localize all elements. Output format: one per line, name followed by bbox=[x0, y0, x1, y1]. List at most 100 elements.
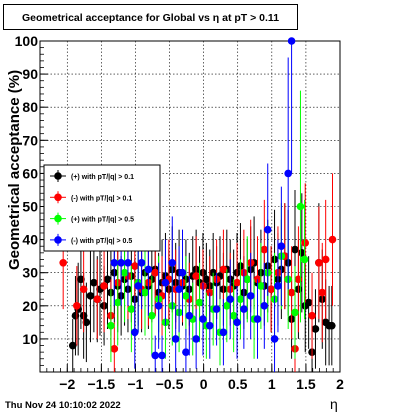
data-point bbox=[93, 295, 102, 303]
data-point bbox=[59, 258, 67, 267]
data-point bbox=[107, 321, 115, 330]
legend-label: (+) with pT/|q| > 0.1 bbox=[71, 174, 134, 181]
legend-label: (-) with pT/|q| > 0.1 bbox=[71, 195, 132, 202]
x-tick-label: −1 bbox=[127, 376, 143, 392]
data-point bbox=[233, 278, 241, 287]
x-axis-label: η bbox=[330, 396, 338, 412]
data-point bbox=[223, 302, 231, 310]
data-point bbox=[192, 335, 200, 343]
data-point bbox=[137, 258, 146, 267]
data-point bbox=[236, 295, 245, 303]
data-point bbox=[270, 335, 279, 343]
data-point bbox=[77, 275, 85, 284]
x-tick-label: −2 bbox=[59, 376, 75, 392]
data-point bbox=[199, 315, 207, 323]
y-tick-label: 70 bbox=[22, 132, 38, 148]
data-point bbox=[130, 328, 139, 337]
data-point bbox=[127, 305, 136, 313]
data-point bbox=[73, 302, 81, 310]
data-point bbox=[86, 292, 95, 300]
data-point bbox=[296, 202, 305, 211]
data-point bbox=[71, 311, 80, 320]
legend-marker bbox=[54, 193, 62, 202]
legend: (+) with pT/|q| > 0.1 (-) with pT/|q| > 0… bbox=[43, 164, 161, 252]
x-tick-label: 0 bbox=[200, 376, 208, 392]
data-point bbox=[328, 235, 337, 244]
data-point bbox=[240, 305, 248, 313]
data-point bbox=[301, 239, 310, 247]
data-point bbox=[168, 258, 177, 267]
legend-label: (+) with pT/|q| > 0.5 bbox=[71, 217, 134, 224]
data-point bbox=[185, 311, 194, 320]
data-point bbox=[161, 278, 170, 287]
data-point bbox=[151, 351, 160, 360]
x-tick-label: −0.5 bbox=[156, 376, 184, 392]
data-point bbox=[120, 268, 129, 277]
data-point bbox=[82, 318, 91, 327]
x-tick-label: 1.5 bbox=[296, 376, 316, 392]
data-point bbox=[219, 265, 228, 274]
data-point bbox=[291, 245, 299, 254]
y-tick-label: 30 bbox=[22, 265, 38, 281]
data-point bbox=[100, 282, 108, 290]
legend-marker bbox=[54, 172, 62, 180]
data-point bbox=[287, 288, 296, 297]
timestamp: Thu Nov 24 10:10:02 2022 bbox=[5, 400, 121, 411]
data-point bbox=[311, 325, 320, 333]
data-point bbox=[68, 341, 77, 350]
series-4 bbox=[110, 37, 296, 372]
data-point bbox=[171, 335, 180, 343]
data-point bbox=[274, 282, 282, 290]
data-point bbox=[318, 288, 327, 297]
y-tick-label: 80 bbox=[22, 99, 38, 115]
data-point bbox=[182, 348, 190, 356]
legend-marker bbox=[54, 236, 62, 244]
y-tick-label: 60 bbox=[22, 165, 38, 181]
data-point bbox=[260, 245, 269, 254]
y-tick-label: 10 bbox=[22, 331, 38, 347]
y-tick-label: 90 bbox=[22, 66, 38, 82]
data-point bbox=[90, 278, 98, 287]
data-point bbox=[257, 282, 265, 290]
data-point bbox=[277, 242, 286, 251]
data-point bbox=[195, 298, 204, 307]
data-point bbox=[148, 311, 156, 320]
data-point bbox=[134, 282, 142, 290]
data-point bbox=[178, 268, 187, 277]
data-point bbox=[298, 249, 306, 257]
x-tick-label: 1 bbox=[268, 376, 276, 392]
data-point bbox=[226, 295, 235, 303]
data-point bbox=[304, 298, 313, 307]
chart-title: Geometrical acceptance for Global vs η a… bbox=[3, 4, 298, 30]
data-point bbox=[158, 351, 166, 360]
data-point bbox=[284, 169, 292, 178]
data-point bbox=[192, 272, 200, 280]
y-tick-label: 50 bbox=[22, 199, 38, 215]
data-point bbox=[113, 298, 122, 307]
data-point bbox=[243, 275, 252, 284]
data-point bbox=[182, 292, 190, 300]
data-point bbox=[212, 305, 221, 313]
data-point bbox=[263, 225, 272, 234]
y-tick-label: 40 bbox=[22, 232, 38, 248]
y-tick-label: 20 bbox=[22, 298, 38, 314]
data-point bbox=[229, 311, 238, 320]
data-point bbox=[110, 258, 119, 267]
data-point bbox=[291, 308, 299, 317]
axes: −2 −1.5 −1 −0.5 0 0.5 1 1.5 2 10 20 30 40 50 60 70 80 90 1… bbox=[15, 33, 344, 392]
data-point bbox=[294, 275, 303, 284]
data-point bbox=[315, 258, 323, 267]
legend-box bbox=[43, 164, 161, 252]
data-point bbox=[202, 275, 211, 284]
data-point bbox=[321, 255, 330, 264]
data-point bbox=[124, 258, 132, 267]
data-point bbox=[260, 302, 269, 310]
data-point bbox=[117, 258, 125, 267]
data-point bbox=[253, 315, 262, 323]
x-tick-label: −1.5 bbox=[88, 376, 116, 392]
data-point bbox=[154, 302, 163, 310]
data-point bbox=[110, 345, 119, 353]
data-point bbox=[267, 285, 275, 294]
data-point bbox=[141, 288, 149, 297]
